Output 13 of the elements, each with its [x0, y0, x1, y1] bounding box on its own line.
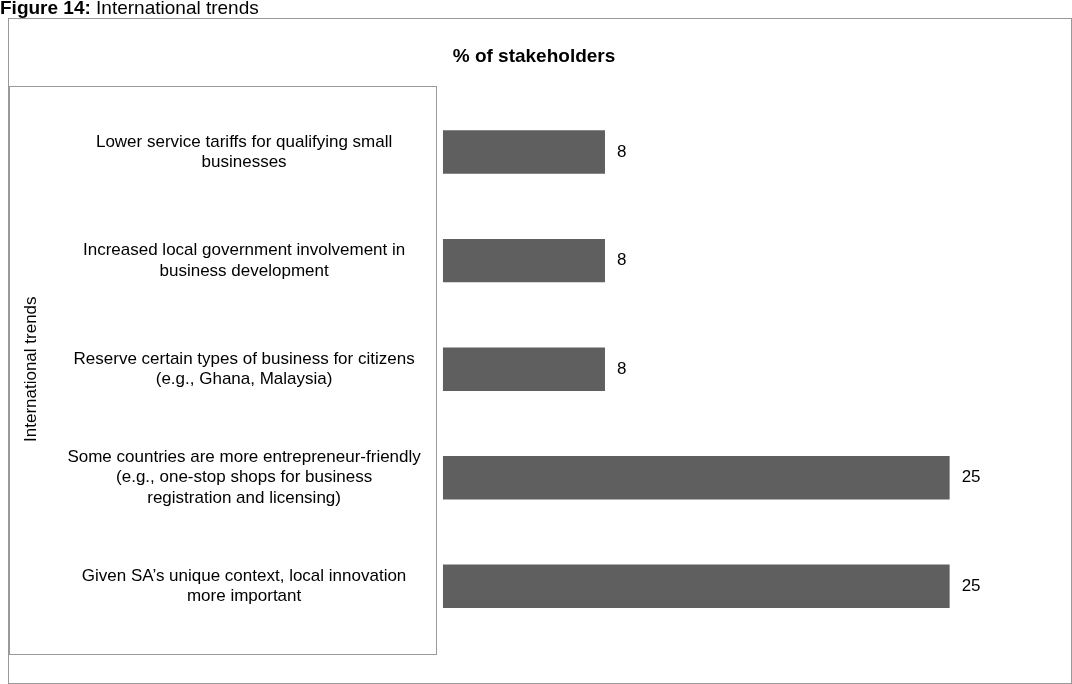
y-axis-title: International trends	[20, 296, 40, 442]
data-label: 8	[616, 141, 627, 161]
y-tick-label: Some countries are more entrepreneur-friendly (e.g., one-stop shops for business registration and licensing)	[67, 447, 422, 507]
data-label: 25	[961, 576, 981, 596]
y-tick-label: Increased local government involvement in business development	[82, 240, 406, 280]
y-tick-label: Reserve certain types of business for citizens (e.g., Ghana, Malaysia)	[73, 348, 415, 389]
data-label: 8	[616, 250, 627, 270]
caption: Figure 14: International trends	[0, 0, 259, 19]
data-label: 25	[961, 467, 981, 487]
y-tick-label: Lower service tariffs for qualifying small businesses	[95, 131, 393, 171]
y-tick-label: Given SA’s unique context, local innovation more important	[81, 565, 407, 606]
data-label: 8	[616, 358, 627, 378]
chart-title: % of stakeholders	[452, 44, 616, 66]
